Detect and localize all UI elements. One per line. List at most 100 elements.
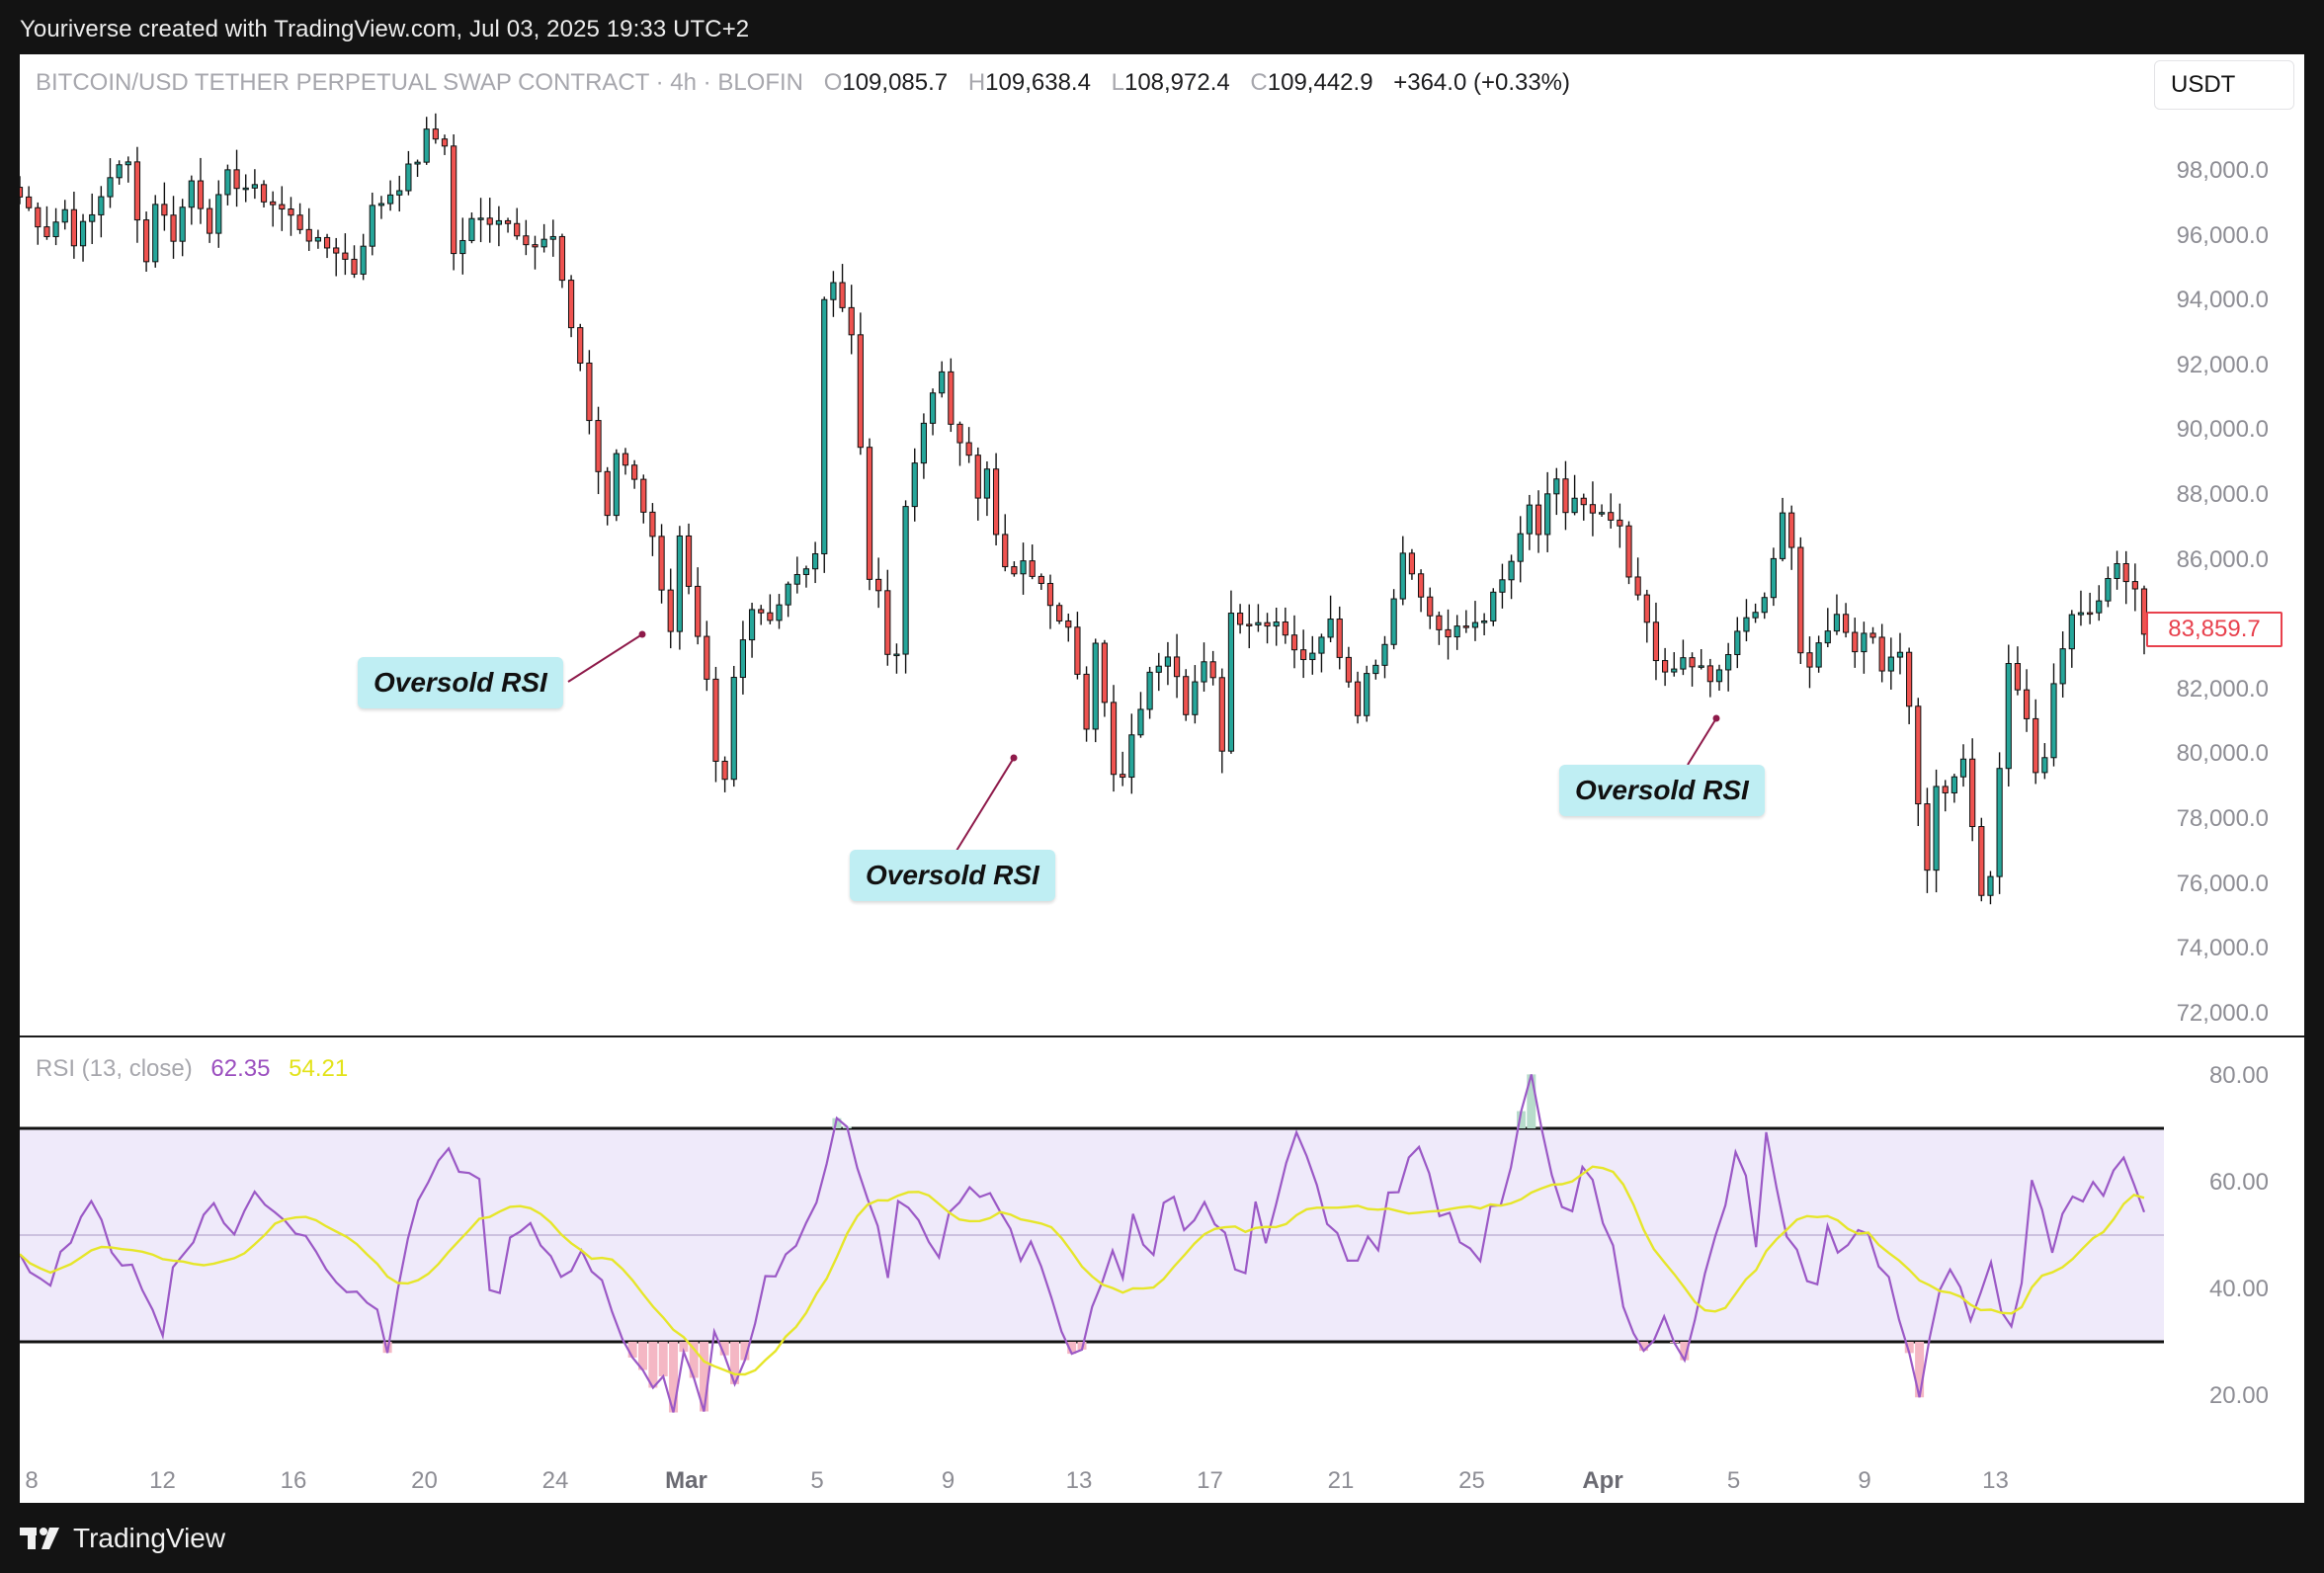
candle-body [802, 568, 810, 575]
candle-body [1120, 774, 1126, 779]
candle-body [116, 164, 123, 179]
chart-frame[interactable]: BITCOIN/USD TETHER PERPETUAL SWAP CONTRA… [20, 54, 2304, 1503]
oversold-rsi-callout-3[interactable]: Oversold RSI [1559, 765, 1765, 816]
candle-body [414, 161, 421, 165]
candle-body [785, 583, 791, 606]
rsi-ma-value: 54.21 [289, 1055, 349, 1082]
rsi-axis-label: 20.00 [2208, 1382, 2269, 1409]
chart-canvas[interactable] [20, 54, 2304, 1503]
candle-body [2140, 588, 2148, 635]
candle-body [242, 187, 249, 191]
time-axis-label: 25 [1458, 1467, 1485, 1494]
candle-body [866, 447, 873, 580]
callout-connector-1 [567, 633, 643, 683]
candle-body [296, 214, 303, 230]
bottom-bar: TradingView [0, 1503, 2324, 1573]
candle-body [1417, 573, 1425, 598]
rsi-axis-label: 60.00 [2208, 1169, 2269, 1196]
time-axis-label: Apr [1582, 1467, 1623, 1494]
candle-body [685, 535, 693, 587]
candle-body [721, 760, 728, 781]
candle-body [793, 573, 800, 585]
candle-body [2023, 689, 2031, 719]
price-axis-label: 92,000.0 [2176, 351, 2269, 378]
time-axis-label: 16 [280, 1467, 307, 1494]
candle-body [567, 280, 575, 329]
high-value: 109,638.4 [985, 69, 1091, 96]
candle-body [1698, 665, 1704, 668]
oversold-rsi-callout-1[interactable]: Oversold RSI [358, 657, 563, 708]
candle-body [1020, 560, 1027, 575]
candle-body [377, 203, 385, 207]
candle-body [1833, 614, 1841, 632]
candle-body [224, 169, 231, 196]
candle-body [1481, 620, 1488, 623]
candle-body [1526, 504, 1533, 535]
candle-body [549, 235, 556, 240]
candle-body [514, 222, 521, 237]
candle-body [1408, 552, 1416, 575]
candle-body [1137, 708, 1144, 736]
candle-body [983, 468, 991, 499]
oversold-rsi-callout-2[interactable]: Oversold RSI [850, 850, 1055, 901]
candle-body [1752, 612, 1759, 619]
currency-button[interactable]: USDT [2154, 60, 2294, 110]
callout-anchor-dot-3 [1712, 714, 1720, 722]
candle-body [1761, 597, 1768, 614]
tradingview-brand[interactable]: TradingView [20, 1523, 225, 1554]
candle-body [1399, 552, 1406, 600]
candle-body [1996, 768, 2003, 877]
symbol-name[interactable]: BITCOIN/USD TETHER PERPETUAL SWAP CONTRA… [36, 69, 804, 96]
price-axis-label: 90,000.0 [2176, 416, 2269, 444]
candle-body [1372, 664, 1379, 675]
candle-body [1192, 681, 1199, 715]
candle-body [451, 145, 457, 255]
candle-body [875, 578, 882, 592]
candle-body [739, 639, 747, 679]
candle-body [2059, 648, 2066, 685]
candle-body [1680, 657, 1687, 670]
candle-body [667, 589, 674, 632]
candle-body [939, 371, 946, 394]
candle-body [351, 258, 358, 275]
rsi-legend: RSI (13, close) 62.35 54.21 [36, 1055, 348, 1083]
candle-body [911, 462, 918, 508]
brand-name: TradingView [73, 1523, 226, 1553]
candle-body [1146, 671, 1153, 710]
candle-body [43, 226, 50, 238]
candle-body [1011, 566, 1018, 575]
candle-body [848, 306, 855, 336]
candle-body [839, 282, 846, 308]
candle-body [89, 213, 96, 222]
candle-body [1906, 651, 1913, 707]
candle-body [1662, 660, 1669, 673]
candle-body [830, 282, 837, 300]
candle-body [1643, 594, 1650, 623]
candle-body [2014, 663, 2022, 691]
price-axis-label: 96,000.0 [2176, 221, 2269, 249]
candle-body [948, 371, 954, 425]
price-axis-label: 98,000.0 [2176, 157, 2269, 184]
candle-body [1110, 702, 1118, 776]
candle-body [974, 455, 981, 499]
candle-body [821, 298, 828, 554]
candle-body [288, 208, 294, 216]
candle-body [1227, 613, 1235, 752]
price-axis-label: 80,000.0 [2176, 740, 2269, 768]
candle-body [1173, 656, 1181, 678]
candle-body [486, 217, 493, 225]
candle-body [1065, 620, 1072, 628]
rsi-axis-label: 80.00 [2208, 1062, 2269, 1089]
pane-divider[interactable] [20, 1035, 2304, 1037]
candle-body [142, 219, 150, 263]
candle-body [1183, 676, 1190, 715]
time-axis-label: 24 [541, 1467, 569, 1494]
candle-body [61, 208, 68, 223]
candle-body [1797, 546, 1804, 654]
candle-body [540, 238, 547, 248]
rsi-title[interactable]: RSI (13, close) [36, 1055, 193, 1082]
symbol-legend: BITCOIN/USD TETHER PERPETUAL SWAP CONTRA… [36, 69, 1570, 97]
candle-body [188, 180, 195, 208]
candle-body [207, 207, 213, 234]
candle-body [1327, 619, 1334, 638]
